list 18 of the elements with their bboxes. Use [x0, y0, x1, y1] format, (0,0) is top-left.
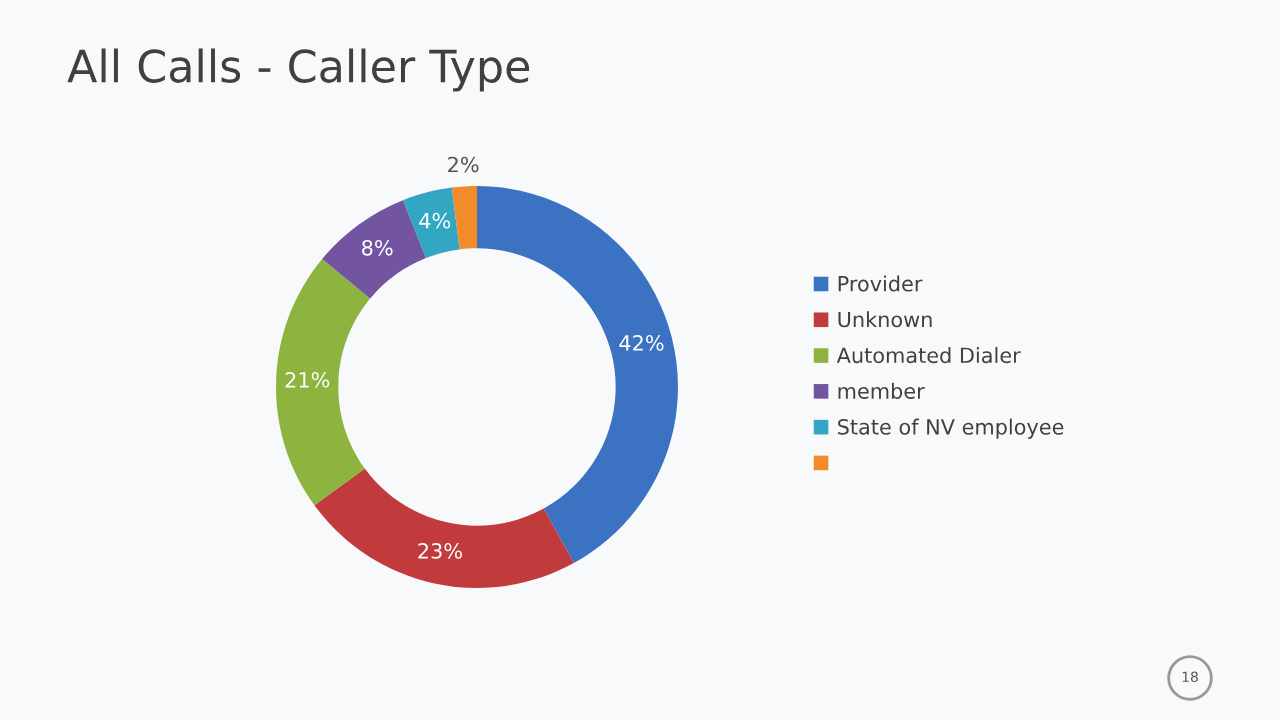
donut-slice: [276, 258, 371, 506]
data-label: 2%: [448, 156, 479, 173]
legend-label: Provider: [838, 275, 923, 292]
legend-label: member: [838, 382, 925, 399]
data-label: 23%: [418, 543, 462, 559]
data-label: 8%: [362, 239, 393, 256]
data-label: 21%: [285, 371, 330, 388]
donut-slice: [314, 468, 574, 588]
donut-slice: [403, 187, 460, 259]
text: 18: [1182, 671, 1198, 683]
data-label: 4%: [419, 212, 451, 229]
legend-label: State of NV employee: [838, 418, 1064, 439]
chart-title: All Calls - Caller Type: [67, 48, 530, 92]
donut-slice: [451, 186, 477, 250]
legend-label: Automated Dialer: [836, 347, 1021, 364]
data-label: 42%: [619, 335, 664, 351]
donut-slice: [477, 186, 678, 564]
legend-label: Unknown: [838, 311, 932, 328]
